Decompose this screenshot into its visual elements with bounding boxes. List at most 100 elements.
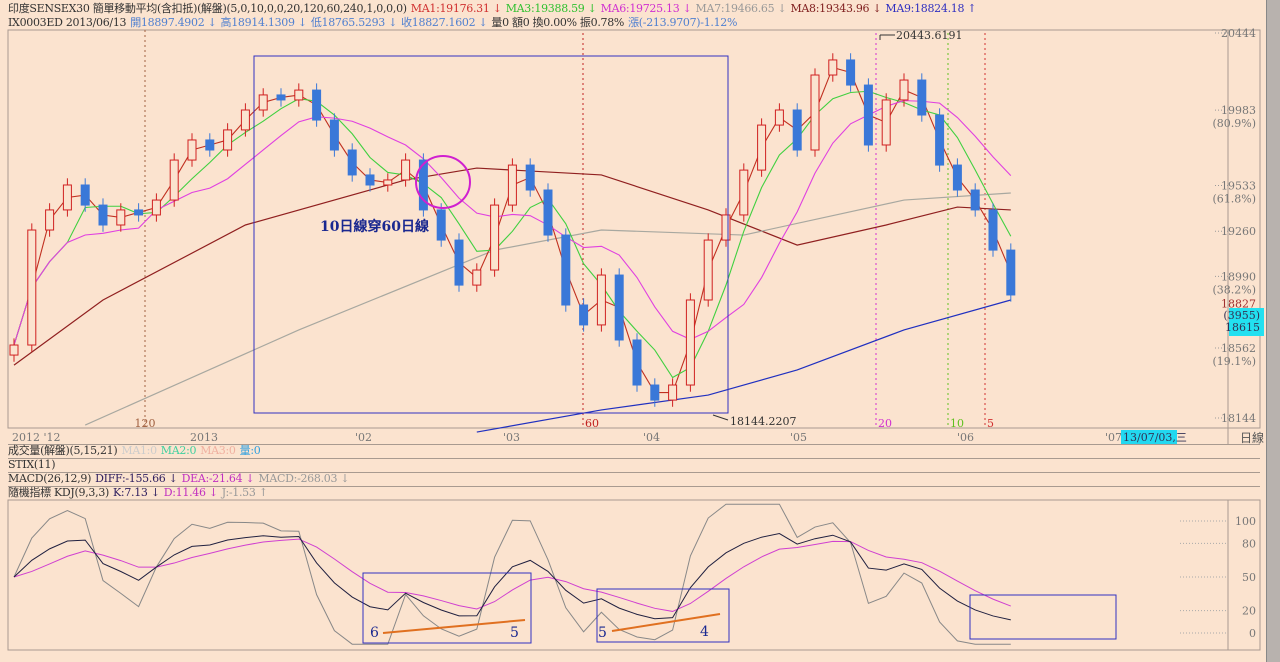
- ma-value-2: MA3:19388.59 ↓: [505, 2, 597, 15]
- stix-label: STIX(11): [8, 458, 56, 471]
- price-tick-label: 19533: [1221, 179, 1256, 192]
- macd-value-3: MACD:-268.03 ↓: [258, 472, 350, 485]
- candle-up: [151, 199, 161, 216]
- candle-up: [810, 74, 820, 151]
- window-scrollbar[interactable]: [1266, 0, 1280, 662]
- candle-up: [668, 384, 678, 401]
- ma-header: 印度SENSEX30 簡單移動平均(含扣抵)(解盤)(5,0,10,0,0,20…: [8, 2, 980, 16]
- candle-down: [454, 239, 464, 286]
- stix-panel-header[interactable]: STIX(11): [8, 458, 59, 472]
- period-marker-label: 10: [950, 417, 964, 430]
- kdj-annotation-label: 4: [700, 624, 709, 640]
- crossover-circle: [415, 155, 471, 209]
- quote-value-0: IX0003ED 2013/06/13: [8, 16, 127, 29]
- time-axis-label: '04: [643, 431, 660, 444]
- period-marker-label: 120: [135, 417, 156, 430]
- volume-value-3: MA3:0: [200, 444, 236, 457]
- kdj-annotation-label: 5: [510, 625, 519, 641]
- candle-down: [329, 119, 339, 151]
- kdj-divergence-box: [596, 588, 730, 643]
- candle-up: [187, 139, 197, 161]
- kdj-tick-label: 80: [1242, 537, 1256, 550]
- kdj-value-3: J:-1.53 ↑: [221, 486, 268, 499]
- candle-down: [952, 164, 962, 191]
- quote-value-2: 高18914.1309 ↓: [220, 16, 308, 29]
- candle-down: [276, 94, 286, 101]
- volume-value-4: 量:0: [239, 444, 261, 457]
- candle-up: [739, 169, 749, 216]
- volume-value-0: 成交量(解盤)(5,15,21): [8, 444, 118, 457]
- ma-value-1: MA1:19176.31 ↓: [410, 2, 502, 15]
- crossover-annotation: 10日線穿60日線: [320, 218, 429, 235]
- macd-value-2: DEA:-21.64 ↓: [181, 472, 255, 485]
- short-ma-line: [13, 90, 1012, 379]
- candle-down: [632, 339, 642, 386]
- candle-up: [116, 209, 126, 226]
- candle-up: [721, 214, 731, 241]
- candle-up: [294, 89, 304, 101]
- price-tick-percent: (38.2%): [1212, 283, 1256, 296]
- candle-down: [543, 189, 553, 236]
- kdj-trend-line: [611, 613, 721, 632]
- candle-up: [685, 299, 695, 386]
- date-cursor-text: 13/07/03,三: [1123, 431, 1187, 444]
- candle-down: [312, 89, 322, 121]
- volume-value-2: MA2:0: [160, 444, 197, 457]
- kdj-k-line: [13, 533, 1011, 621]
- period-label: 日線: [1240, 430, 1264, 445]
- cursor-price-box: [1229, 308, 1264, 336]
- kdj-tick-label: 20: [1242, 605, 1256, 618]
- kdj-panel-header[interactable]: 隨機指標 KDJ(9,3,3) K:7.13 ↓ D:11.46 ↓ J:-1.53 …: [8, 486, 272, 500]
- candle-down: [614, 274, 624, 341]
- candle-down: [650, 384, 660, 401]
- candle-up: [757, 124, 767, 171]
- candle-up: [240, 109, 250, 131]
- kdj-tick-label: 100: [1235, 515, 1256, 528]
- candle-up: [596, 274, 606, 326]
- time-axis-label: '07: [1105, 431, 1122, 444]
- kdj-annotation-label: 5: [598, 625, 607, 641]
- candle-down: [525, 164, 535, 191]
- candle-up: [490, 204, 500, 271]
- ma-value-5: MA8:19343.96 ↓: [790, 2, 882, 15]
- price-tick-label: 19983: [1221, 104, 1256, 117]
- kdj-tick-label: 50: [1242, 571, 1256, 584]
- macd-panel-header[interactable]: MACD(26,12,9) DIFF:-155.66 ↓ DEA:-21.64 ↓ M…: [8, 472, 353, 486]
- candle-up: [383, 179, 393, 186]
- price-tick-label: 18144: [1221, 412, 1256, 425]
- kdj-divergence-box: [969, 594, 1117, 640]
- quote-header: IX0003ED 2013/06/13 開18897.4902 ↓ 高18914.1…: [8, 16, 741, 30]
- macd-value-1: DIFF:-155.66 ↓: [95, 472, 178, 485]
- cursor-price-text: (3955): [1223, 309, 1260, 322]
- time-axis-label: 2012 '12: [12, 431, 61, 444]
- candle-down: [970, 189, 980, 211]
- candle-down: [134, 209, 144, 216]
- candle-up: [703, 239, 713, 301]
- ma-value-0: 印度SENSEX30 簡單移動平均(含扣抵)(解盤)(5,0,10,0,0,20…: [8, 2, 407, 15]
- kdj-trend-line: [382, 619, 526, 634]
- price-tick-label: 18990: [1221, 270, 1256, 283]
- candle-up: [881, 99, 891, 146]
- candle-down: [988, 209, 998, 251]
- period-marker-label: 60: [585, 417, 599, 430]
- quote-value-6: 漲(-213.9707)-1.12%: [628, 16, 738, 29]
- candle-down: [579, 304, 589, 326]
- candle-up: [774, 109, 784, 126]
- kdj-d-line: [13, 538, 1011, 612]
- period-marker-label: 5: [987, 417, 994, 430]
- kdj-value-0: 隨機指標 KDJ(9,3,3): [8, 486, 110, 499]
- volume-panel-header[interactable]: 成交量(解盤)(5,15,21) MA1:0 MA2:0 MA3:0 量:0: [8, 444, 264, 458]
- kdj-panel-frame: [7, 499, 1261, 651]
- low-leader: [712, 414, 729, 421]
- candle-up: [45, 209, 55, 231]
- period-marker-label: 20: [878, 417, 892, 430]
- highlight-box: [253, 55, 729, 414]
- candle-down: [347, 149, 357, 176]
- kdj-divergence-box: [362, 572, 532, 644]
- candle-up: [828, 59, 838, 76]
- kdj-value-2: D:11.46 ↓: [163, 486, 218, 499]
- candle-up: [169, 159, 179, 201]
- ma-line-ma8: [13, 167, 1011, 366]
- ma-value-3: MA6:19725.13 ↓: [600, 2, 692, 15]
